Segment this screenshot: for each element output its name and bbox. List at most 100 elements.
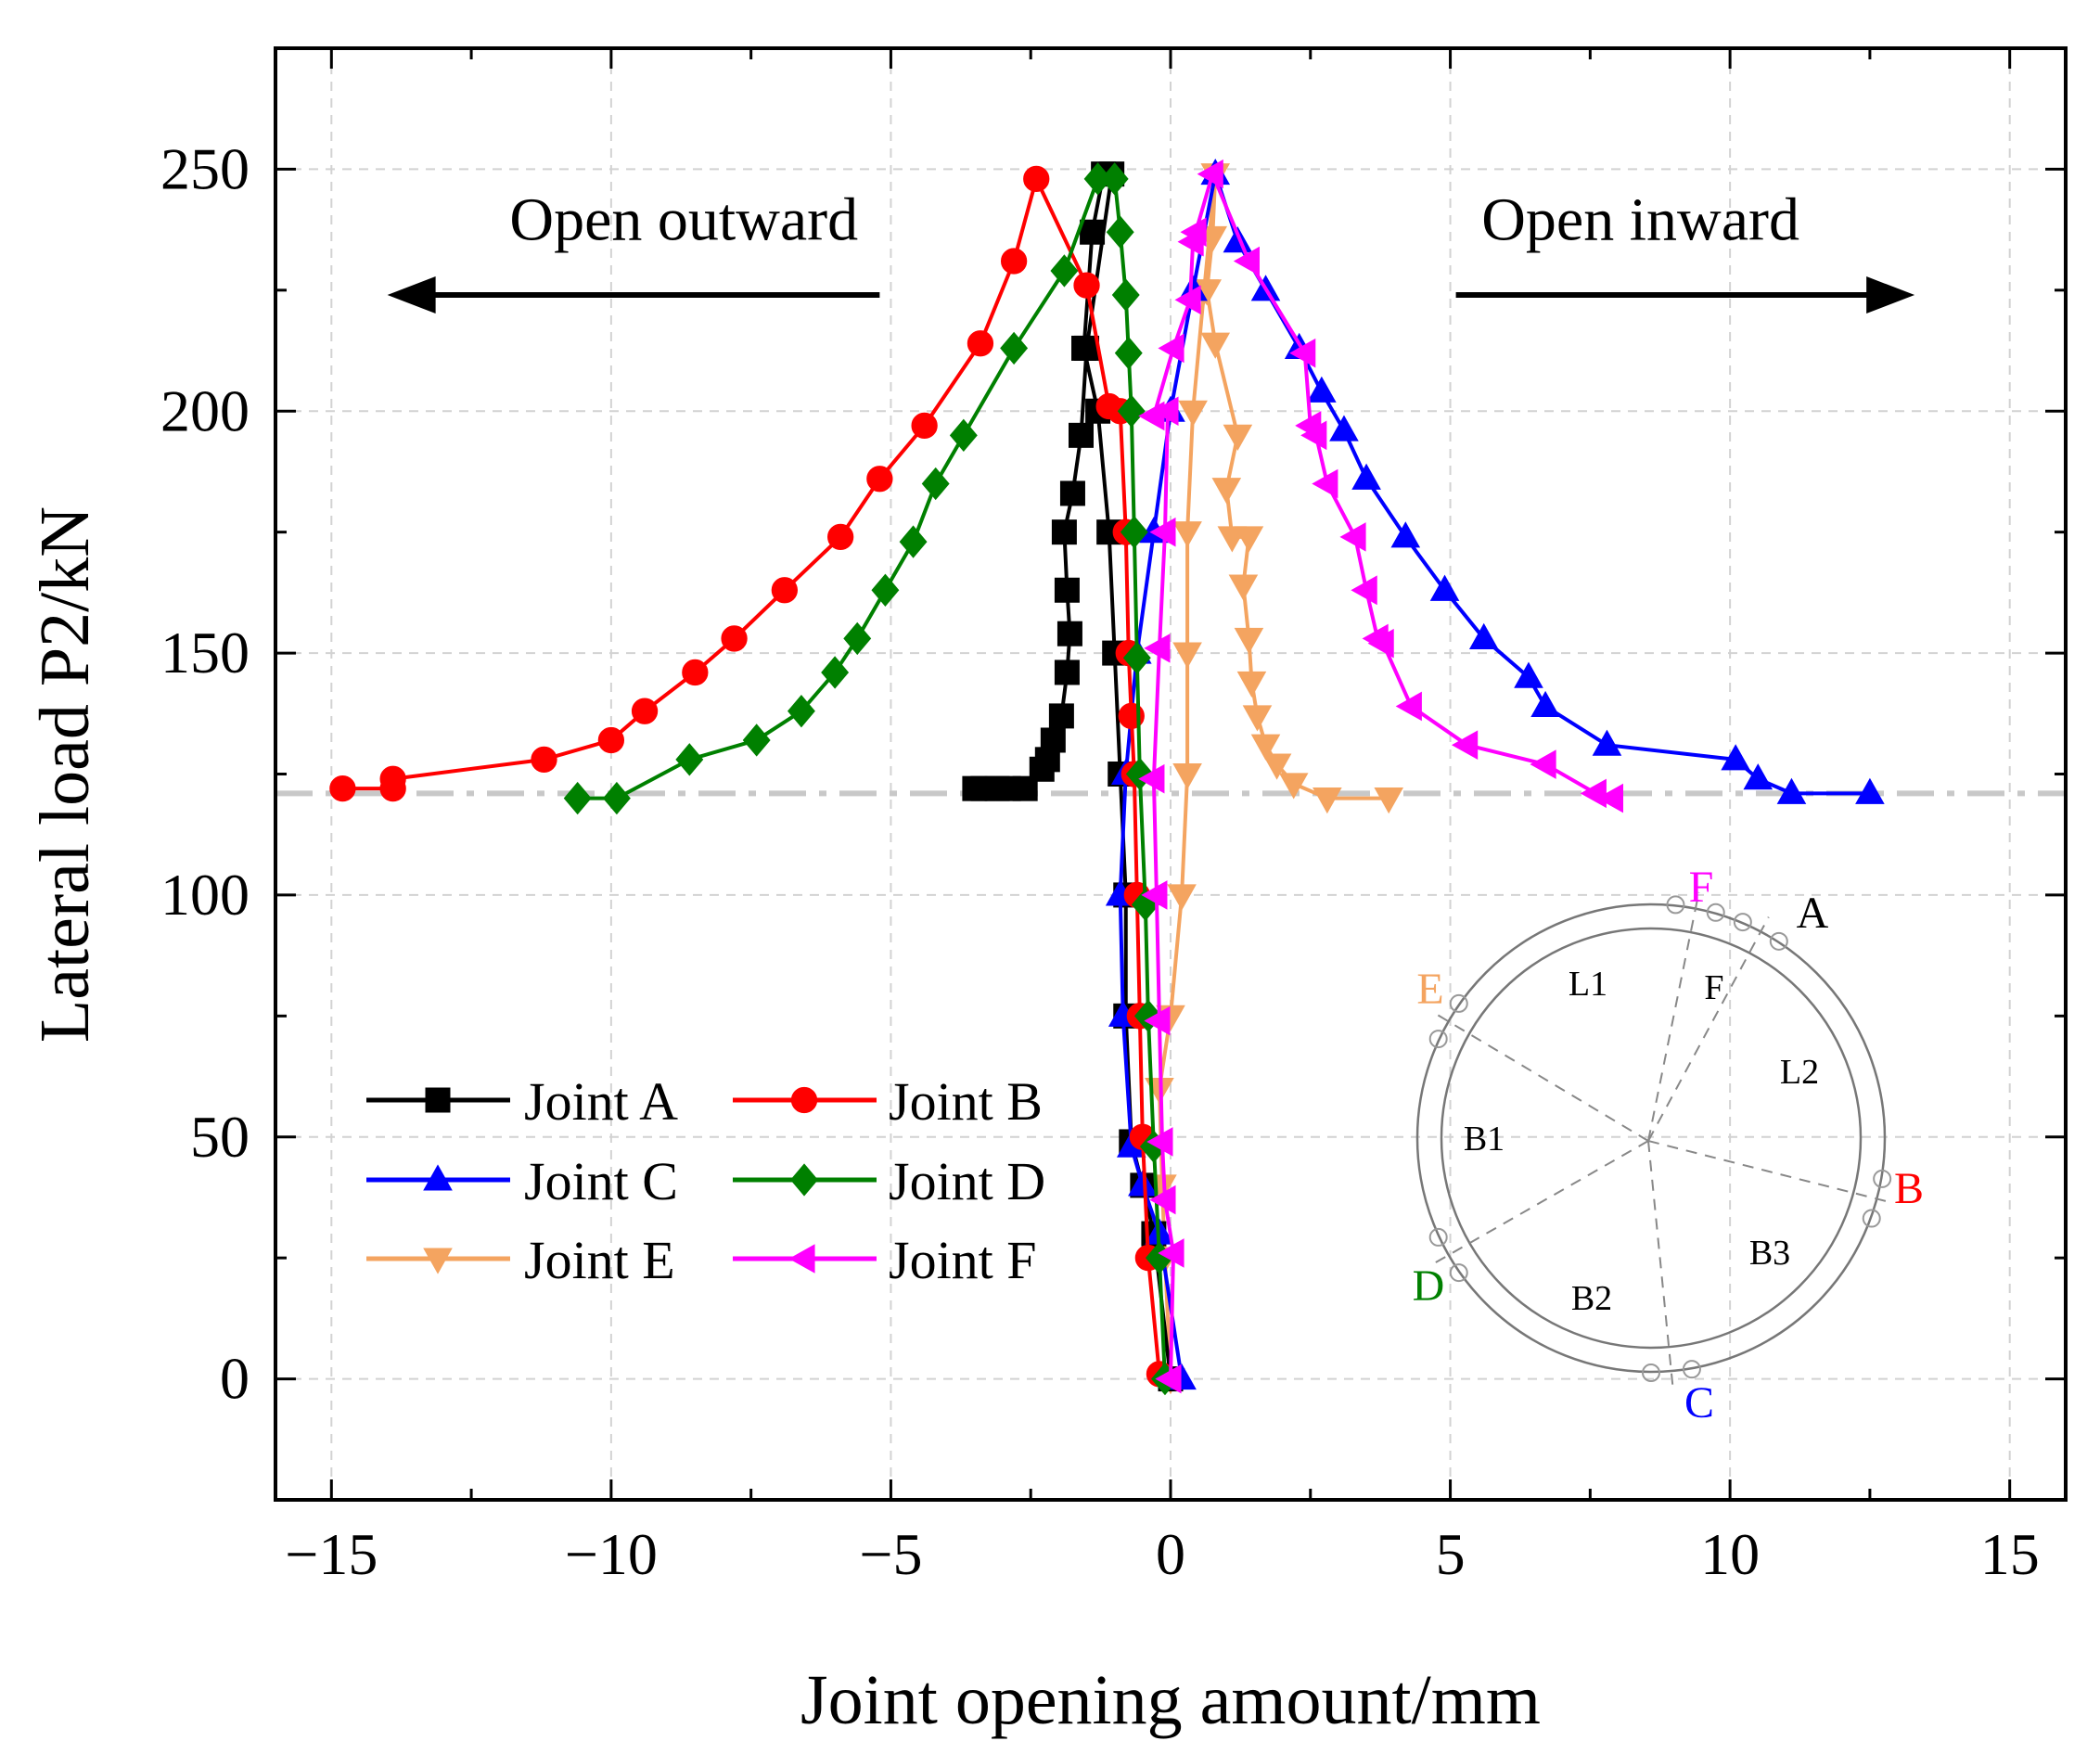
joint-f-point: [1138, 401, 1165, 431]
joint-a-point: [1059, 480, 1085, 506]
joint-f-point: [1144, 1005, 1171, 1036]
joint-d-point: [921, 467, 950, 501]
legend-marker-joint-f: [788, 1244, 815, 1274]
inset-bolt-bump: [1642, 1364, 1660, 1382]
joint-e-point: [1172, 521, 1202, 548]
joint-b-point: [827, 523, 854, 551]
legend-label-joint-c: Joint C: [524, 1151, 678, 1211]
joint-d-point: [871, 573, 900, 607]
joint-f-point: [1351, 575, 1377, 606]
inset-label-b: B: [1894, 1164, 1924, 1213]
joint-d-point: [1083, 162, 1112, 196]
y-tick-label: 200: [160, 378, 250, 443]
inset-joint-line-f: [1647, 891, 1700, 1142]
legend-label-joint-a: Joint A: [524, 1071, 678, 1132]
legend: Joint A Joint B Joint C Joint D Joint E Joint…: [366, 1071, 1045, 1290]
joint-c-point: [1390, 521, 1421, 548]
inset-segment-label: L2: [1780, 1053, 1819, 1092]
series-joint-d: [563, 162, 1179, 1396]
joint-e-point: [1172, 642, 1202, 669]
legend-marker-joint-e: [423, 1248, 453, 1274]
grid: [275, 48, 2066, 1500]
joint-b-point: [1095, 392, 1122, 420]
joint-b-point: [597, 726, 625, 754]
joint-e-point: [1236, 671, 1267, 698]
joint-c-point: [1776, 777, 1807, 804]
joint-d-point: [1120, 515, 1148, 549]
joint-c-point: [1429, 574, 1460, 601]
x-tick-label: −15: [285, 1521, 378, 1587]
inset-bolt-bump: [1706, 903, 1725, 922]
inset-joint-line-a: [1647, 916, 1770, 1142]
legend-label-joint-e: Joint E: [524, 1230, 675, 1290]
y-tick-label: 250: [160, 135, 250, 201]
joint-e-point: [1250, 734, 1281, 761]
joint-d-point: [949, 418, 978, 453]
joint-b-point: [1073, 272, 1100, 299]
inset-bolt-bump: [1428, 1227, 1448, 1247]
inset-bolt-bump: [1682, 1360, 1701, 1379]
joint-c-point: [1721, 744, 1750, 771]
inset-bolt-bump: [1666, 895, 1685, 915]
joint-d-point: [675, 743, 704, 776]
joint-e-point: [1278, 773, 1309, 800]
joint-b-point: [911, 412, 938, 440]
joint-d-point: [843, 621, 872, 656]
inset-segment-label: B3: [1749, 1234, 1790, 1273]
x-tick-label: 10: [1700, 1521, 1760, 1587]
inset-label-f: F: [1689, 863, 1714, 912]
legend-label-joint-b: Joint B: [889, 1071, 1043, 1132]
joint-f-point: [1312, 468, 1338, 499]
joint-e-point: [1261, 753, 1292, 780]
inset-label-c: C: [1684, 1378, 1714, 1428]
joint-f-point: [1596, 783, 1624, 813]
joint-f-point: [1158, 333, 1184, 364]
joint-a-point: [1054, 577, 1080, 603]
joint-a-point: [1069, 422, 1094, 448]
joint-d-point: [602, 781, 631, 815]
inset-segment-label: B1: [1464, 1120, 1505, 1159]
joint-b-point: [682, 659, 709, 686]
joint-c-point: [1329, 415, 1359, 442]
inset-bolt-bump: [1862, 1209, 1881, 1228]
joint-f-point: [1149, 517, 1176, 547]
joint-c-point: [1223, 226, 1253, 253]
joint-d-point: [1000, 331, 1029, 365]
joint-f-point: [1367, 628, 1394, 659]
joint-f-point: [1149, 1184, 1176, 1215]
joint-f-point: [1530, 749, 1556, 779]
joint-e-line: [1157, 172, 1389, 1379]
joint-e-point: [1223, 424, 1253, 451]
joint-e-point: [1374, 787, 1404, 814]
y-tick-label: 0: [220, 1346, 250, 1412]
y-tick-label: 150: [160, 620, 250, 685]
joint-d-point: [1050, 254, 1079, 288]
inset-segment-label: F: [1704, 968, 1723, 1007]
x-tick-label: 15: [1980, 1521, 2040, 1587]
joint-d-point: [742, 723, 771, 757]
joint-f-point: [1158, 1238, 1184, 1268]
joint-f-point: [1138, 763, 1165, 794]
inset-label-d: D: [1413, 1261, 1445, 1311]
joint-e-point: [1211, 478, 1242, 505]
joint-b-point: [1023, 165, 1050, 193]
inset-outer-ring: [1415, 903, 1887, 1374]
joint-d-point: [821, 656, 850, 689]
joint-f-point: [1174, 285, 1201, 315]
joint-b-point: [531, 746, 557, 773]
joint-a-point: [962, 775, 988, 801]
joint-e-point: [1234, 526, 1264, 553]
open-outward-label: Open outward: [509, 186, 858, 254]
inset-bolt-bump: [1733, 913, 1752, 932]
inset-joint-line-d: [1433, 1140, 1649, 1264]
joint-d-point: [1114, 336, 1143, 370]
inset-segment-label: B2: [1571, 1279, 1612, 1318]
open-outward-arrow-head: [387, 276, 436, 314]
open-inward-label: Open inward: [1481, 186, 1799, 254]
joint-f-point: [1452, 730, 1479, 761]
joint-f-point: [1144, 634, 1171, 663]
legend-label-joint-f: Joint F: [889, 1230, 1037, 1290]
legend-marker-joint-c: [423, 1164, 453, 1191]
